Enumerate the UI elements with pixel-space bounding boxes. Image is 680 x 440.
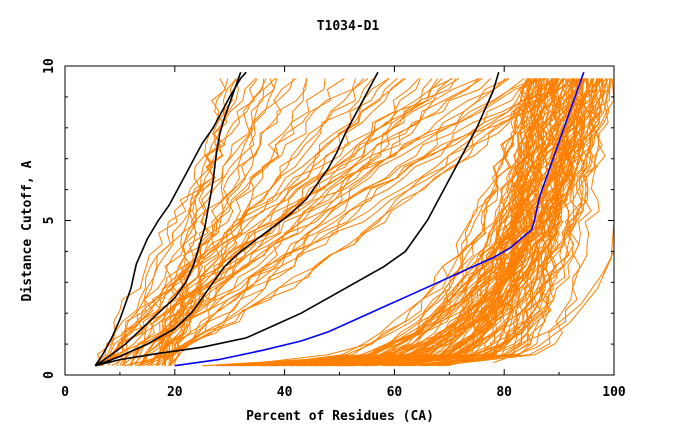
- model-line-160: [97, 77, 510, 367]
- model-line-149: [156, 78, 307, 366]
- model-line-137: [144, 77, 345, 366]
- model-line-108: [338, 78, 552, 367]
- model-line-97: [244, 78, 588, 367]
- y-tick-label-1: 5: [42, 217, 57, 225]
- model-line-154: [96, 77, 369, 367]
- model-line-80: [353, 78, 578, 367]
- x-tick-label-3: 60: [387, 385, 403, 400]
- model-line-103: [385, 78, 533, 367]
- model-line-157: [138, 77, 509, 367]
- model-line-104: [297, 78, 528, 367]
- model-line-76: [260, 78, 538, 367]
- model-line-131: [96, 78, 267, 366]
- model-line-37: [259, 78, 601, 367]
- model-line-30: [412, 78, 579, 367]
- x-tick-label-5: 100: [602, 385, 626, 400]
- model-line-92: [403, 78, 595, 367]
- model-line-165: [410, 251, 615, 367]
- model-line-96: [371, 78, 555, 367]
- model-line-62: [436, 78, 600, 367]
- model-line-140: [169, 78, 525, 367]
- model-line-146: [95, 78, 407, 367]
- model-line-75: [238, 78, 583, 367]
- model-line-147: [99, 77, 586, 367]
- y-axis-label: Distance Cutoff, A: [20, 160, 35, 301]
- model-line-125: [139, 78, 506, 367]
- model-line-120: [161, 78, 404, 366]
- model-line-142: [111, 77, 542, 367]
- model-line-95: [398, 78, 615, 367]
- model-line-57: [296, 78, 545, 367]
- model-line-91: [421, 78, 573, 367]
- x-tick-label-4: 80: [496, 385, 512, 400]
- highlight-line-3: [95, 71, 500, 367]
- x-tick-label-2: 40: [277, 385, 293, 400]
- model-line-94: [406, 78, 606, 367]
- model-line-101: [252, 78, 582, 367]
- series-layer: [95, 77, 615, 367]
- model-line-107: [266, 78, 530, 367]
- model-line-116: [169, 77, 556, 367]
- model-line-139: [128, 78, 357, 366]
- highlight-line-0: [94, 71, 247, 367]
- model-line-105: [387, 78, 560, 367]
- highlight-line-4: [174, 71, 585, 367]
- model-line-102: [233, 78, 530, 367]
- chart-title: T1034-D1: [317, 19, 380, 34]
- model-line-109: [262, 78, 530, 367]
- model-line-141: [142, 78, 326, 366]
- model-line-84: [247, 78, 604, 367]
- model-line-63: [283, 78, 543, 367]
- highlight-line-2: [94, 71, 379, 367]
- model-line-93: [394, 78, 547, 367]
- model-line-124: [123, 78, 294, 366]
- model-line-129: [139, 78, 557, 367]
- model-line-114: [119, 77, 480, 366]
- model-line-161: [168, 78, 229, 367]
- model-line-58: [338, 78, 556, 367]
- model-line-143: [125, 77, 559, 367]
- y-tick-label-2: 10: [42, 58, 57, 74]
- model-line-162: [173, 78, 278, 366]
- model-line-163: [108, 78, 276, 366]
- model-line-79: [336, 78, 598, 367]
- model-line-148: [135, 78, 572, 367]
- highlight-layer: [94, 71, 585, 367]
- x-axis-label: Percent of Residues (CA): [246, 409, 434, 424]
- model-line-42: [444, 78, 549, 367]
- x-tick-label-0: 0: [61, 385, 69, 400]
- x-tick-label-1: 20: [167, 385, 183, 400]
- tick-layer: 0 20 40 60 80 100 0 5 10: [42, 58, 626, 400]
- model-line-99: [440, 78, 574, 367]
- model-line-100: [390, 78, 555, 367]
- model-line-138: [101, 78, 259, 367]
- model-line-81: [228, 78, 560, 367]
- highlight-line-1: [94, 71, 242, 367]
- model-line-156: [143, 78, 433, 367]
- model-line-59: [423, 78, 588, 367]
- y-tick-label-0: 0: [42, 371, 57, 379]
- model-line-106: [203, 78, 601, 367]
- model-line-151: [122, 77, 453, 367]
- model-line-164: [130, 77, 390, 367]
- model-line-133: [124, 78, 538, 367]
